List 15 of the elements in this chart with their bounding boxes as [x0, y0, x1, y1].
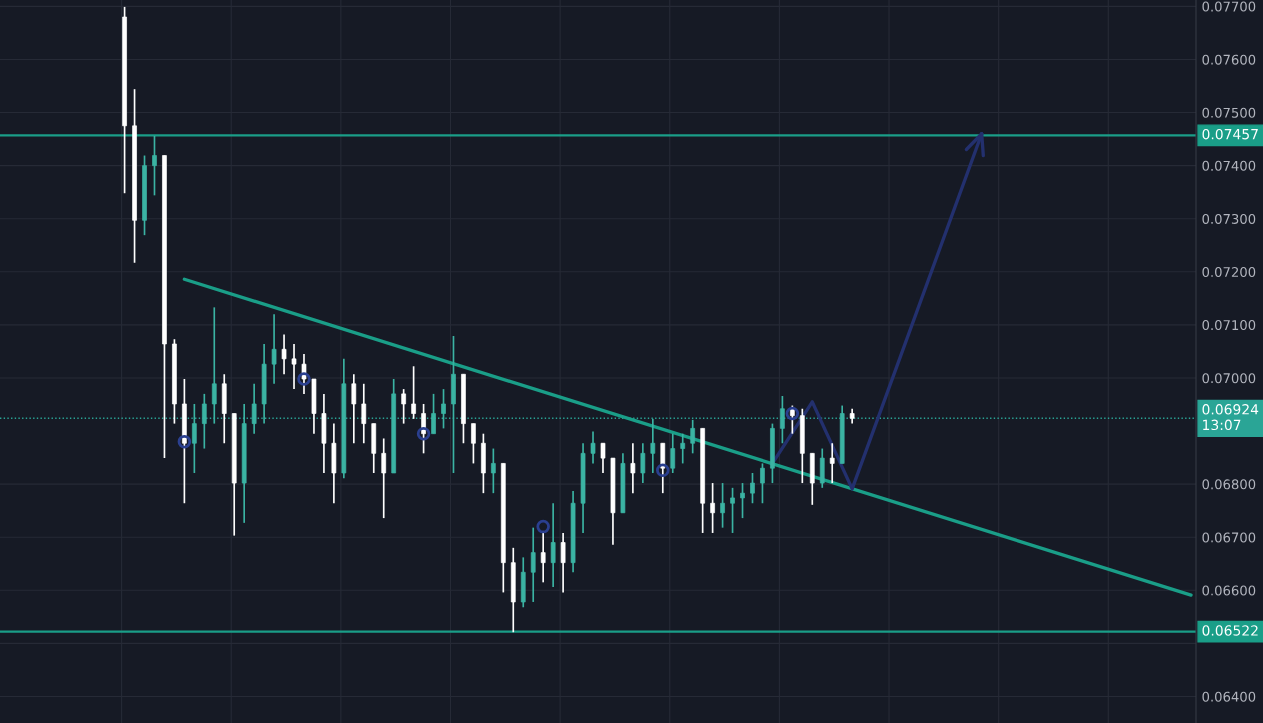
ref-line-label: 0.06522	[1202, 625, 1258, 636]
ref-line-label: 0.07457	[1202, 128, 1258, 140]
y-tick-label: 0.06700	[1202, 532, 1256, 543]
y-tick-label: 0.06800	[1202, 479, 1256, 490]
y-tick-label: 0.07200	[1202, 267, 1256, 277]
y-tick-label: 0.06600	[1202, 585, 1256, 596]
y-tick-label: 0.07700	[1202, 1, 1256, 12]
y-tick-label: 0.07000	[1202, 373, 1256, 384]
y-tick-label: 0.07100	[1202, 320, 1256, 331]
y-tick-label: 0.07500	[1202, 107, 1256, 118]
y-tick-label: 0.07300	[1202, 213, 1256, 224]
ref-line-label: 0.06924 13:07	[1202, 404, 1259, 431]
y-tick-label: 0.06400	[1202, 691, 1256, 702]
y-tick-label: 0.07600	[1202, 54, 1256, 65]
y-tick-label: 0.07400	[1202, 160, 1256, 171]
